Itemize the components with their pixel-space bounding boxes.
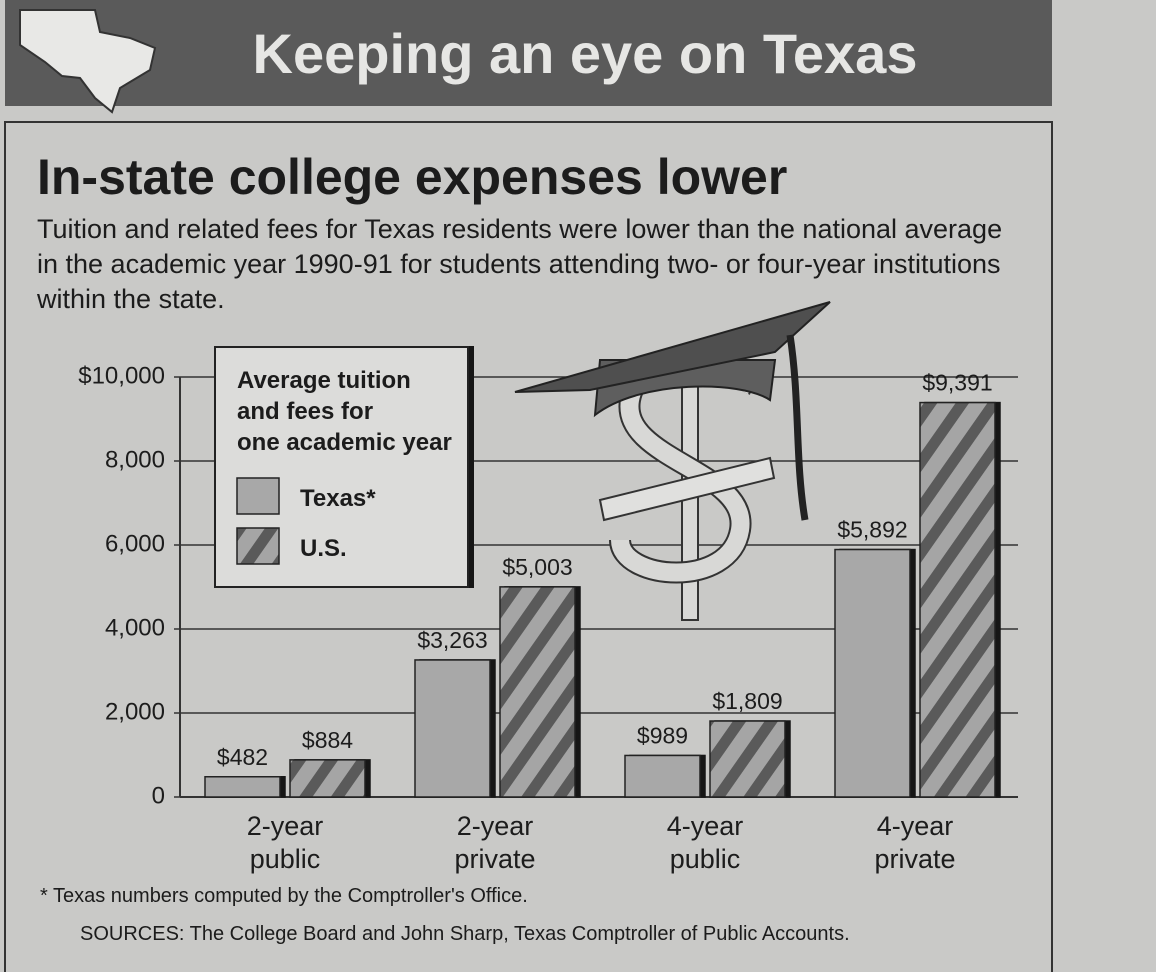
legend-title: Average tuition and fees for one academic … xyxy=(237,367,452,456)
x-tick-label: 2-year private xyxy=(454,811,535,874)
bar xyxy=(919,401,996,798)
y-tick-label: 4,000 xyxy=(105,614,165,641)
bar xyxy=(414,659,491,798)
bar xyxy=(709,720,786,798)
y-tick-label: 0 xyxy=(152,782,165,809)
legend-label: U.S. xyxy=(300,535,347,562)
x-tick-label: 2-year public xyxy=(247,811,324,874)
bar xyxy=(624,754,701,798)
value-label: $1,809 xyxy=(712,688,782,714)
legend-swatch xyxy=(236,477,280,515)
footnote: * Texas numbers computed by the Comptrol… xyxy=(40,885,528,907)
banner xyxy=(5,0,1052,106)
y-tick-label: 6,000 xyxy=(105,530,165,557)
legend: Average tuition and fees for one academic … xyxy=(214,346,469,588)
bar xyxy=(499,586,576,798)
value-label: $482 xyxy=(217,744,268,770)
legend-label: Texas* xyxy=(300,485,376,512)
cap-illustration xyxy=(514,301,831,621)
subtitle-box: Tuition and related fees for Texas resid… xyxy=(37,214,1003,314)
texas-shape xyxy=(19,9,157,114)
y-tick-label: $10,000 xyxy=(78,362,165,389)
chart-subtitle: Tuition and related fees for Texas resid… xyxy=(37,214,1003,314)
banner-title: Keeping an eye on Texas xyxy=(253,22,918,85)
y-tick-label: 8,000 xyxy=(105,446,165,473)
value-label: $5,003 xyxy=(502,554,572,580)
bar xyxy=(834,548,911,798)
value-label: $3,263 xyxy=(417,627,487,653)
y-tick-label: 2,000 xyxy=(105,698,165,725)
panel-border xyxy=(4,121,1053,972)
sources: SOURCES: The College Board and John Shar… xyxy=(80,923,850,945)
chart-title: In-state college expenses lower xyxy=(37,149,787,205)
x-tick-label: 4-year public xyxy=(667,811,744,874)
value-label: $989 xyxy=(637,722,688,748)
legend-swatch xyxy=(236,527,280,565)
bar xyxy=(289,759,366,798)
value-label: $9,391 xyxy=(922,370,992,396)
value-label: $5,892 xyxy=(837,517,907,543)
value-label: $884 xyxy=(302,727,353,753)
x-tick-label: 4-year private xyxy=(874,811,955,874)
bar xyxy=(204,776,281,798)
